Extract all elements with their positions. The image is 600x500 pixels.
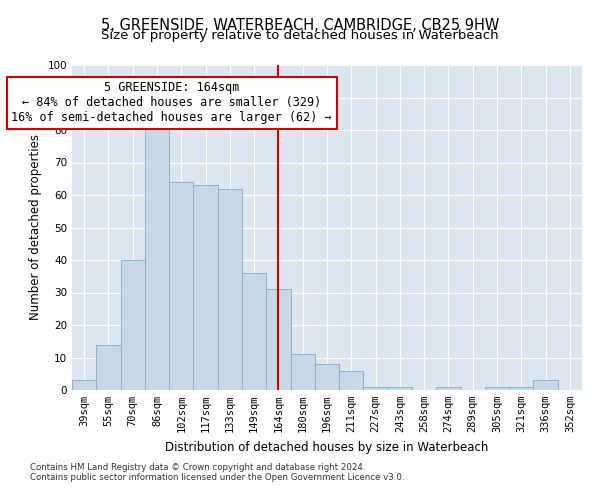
Bar [218, 188, 242, 390]
X-axis label: Distribution of detached houses by size in Waterbeach: Distribution of detached houses by size … [166, 440, 488, 454]
Text: Contains HM Land Registry data © Crown copyright and database right 2024.: Contains HM Land Registry data © Crown c… [30, 464, 365, 472]
Bar [364, 387, 388, 390]
Bar [72, 380, 96, 390]
Bar [242, 273, 266, 390]
Bar [509, 387, 533, 390]
Bar [193, 185, 218, 390]
Bar [315, 364, 339, 390]
Text: Contains public sector information licensed under the Open Government Licence v3: Contains public sector information licen… [30, 473, 404, 482]
Bar [436, 387, 461, 390]
Bar [290, 354, 315, 390]
Bar [169, 182, 193, 390]
Bar [533, 380, 558, 390]
Bar [485, 387, 509, 390]
Bar [121, 260, 145, 390]
Bar [388, 387, 412, 390]
Bar [339, 370, 364, 390]
Bar [96, 344, 121, 390]
Text: 5 GREENSIDE: 164sqm
← 84% of detached houses are smaller (329)
16% of semi-detac: 5 GREENSIDE: 164sqm ← 84% of detached ho… [11, 81, 332, 124]
Bar [145, 126, 169, 390]
Bar [266, 289, 290, 390]
Y-axis label: Number of detached properties: Number of detached properties [29, 134, 42, 320]
Text: 5, GREENSIDE, WATERBEACH, CAMBRIDGE, CB25 9HW: 5, GREENSIDE, WATERBEACH, CAMBRIDGE, CB2… [101, 18, 499, 32]
Text: Size of property relative to detached houses in Waterbeach: Size of property relative to detached ho… [101, 29, 499, 42]
